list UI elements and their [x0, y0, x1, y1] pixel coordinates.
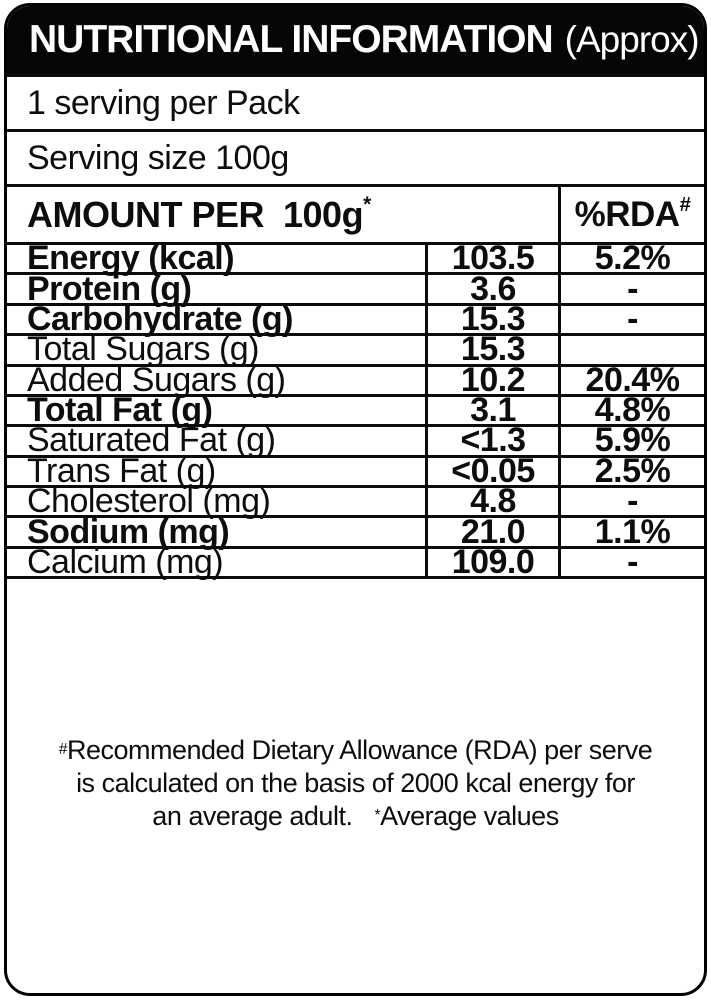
nutrient-label: Cholesterol (mg): [27, 482, 271, 521]
nutrient-value: 21.0: [425, 513, 558, 551]
serving-size-row: Serving size 100g: [7, 129, 704, 184]
nutrient-value: 4.8: [425, 482, 558, 520]
nutrient-label: Added Sugars (g): [27, 360, 286, 399]
nutrient-rda-value: -: [558, 300, 704, 338]
servings-per-pack-text: 1 serving per Pack: [27, 83, 300, 122]
label-title-approx: (Approx): [564, 19, 700, 60]
footnote-line-2: is calculated on the basis of 2000 kcal …: [76, 767, 635, 798]
table-row: Saturated Fat (g) <1.3 5.9%: [7, 421, 704, 460]
nutrient-label: Total Fat (g): [27, 391, 213, 430]
nutrient-value: <1.3: [425, 421, 558, 459]
hash-superscript: #: [58, 740, 68, 758]
table-row: Carbohydrate (g) 15.3 -: [7, 299, 704, 338]
nutrient-rda-value: [558, 336, 704, 364]
nutrient-value: 3.1: [425, 391, 558, 429]
rda-header-text: %RDA: [574, 194, 680, 234]
table-row: Energy (kcal) 103.5 5.2%: [7, 239, 704, 278]
table-row: Protein (g) 3.6 -: [7, 269, 704, 308]
nutrient-rda-value: 5.9%: [558, 421, 704, 459]
nutrient-label: Trans Fat (g): [27, 451, 216, 490]
nutrition-facts-label: NUTRITIONAL INFORMATION (Approx) 1 servi…: [4, 3, 707, 996]
nutrient-rda-value: -: [558, 543, 704, 581]
nutrient-value: 3.6: [425, 270, 558, 308]
nutrient-rda-value: 20.4%: [558, 361, 704, 399]
nutrient-label: Energy (kcal): [27, 239, 235, 278]
nutrient-label: Protein (g): [27, 269, 192, 308]
rda-header: %RDA #: [558, 187, 704, 242]
nutrient-rda-value: 1.1%: [558, 513, 704, 551]
footnote: #Recommended Dietary Allowance (RDA) per…: [7, 576, 704, 993]
table-row: Total Fat (g) 3.1 4.8%: [7, 391, 704, 430]
nutrient-rda-value: -: [558, 270, 704, 308]
asterisk-superscript: *: [374, 806, 381, 824]
label-title: NUTRITIONAL INFORMATION: [29, 18, 554, 61]
nutrient-value: 15.3: [425, 300, 558, 338]
nutrient-rda-value: 2.5%: [558, 452, 704, 490]
nutrient-value: <0.05: [425, 452, 558, 490]
nutrient-label: Carbohydrate (g): [27, 299, 293, 338]
table-row: Added Sugars (g) 10.2 20.4%: [7, 360, 704, 399]
amount-per-header-text: AMOUNT PER 100g: [27, 193, 364, 235]
title-bar: NUTRITIONAL INFORMATION (Approx): [7, 6, 704, 74]
serving-size-text: Serving size 100g: [27, 138, 289, 177]
nutrient-label: Sodium (mg): [27, 512, 230, 551]
table-row: Total Sugars (g) 15.3: [7, 330, 704, 369]
nutrient-value: 15.3: [425, 330, 558, 368]
amount-per-header: AMOUNT PER 100g *: [27, 193, 371, 235]
footnote-line-3: an average adult. *Average values: [152, 800, 559, 831]
table-body: Energy (kcal) 103.5 5.2% Protein (g) 3.6…: [7, 239, 704, 581]
servings-per-pack-row: 1 serving per Pack: [7, 74, 704, 129]
table-row: Sodium (mg) 21.0 1.1%: [7, 512, 704, 551]
nutrient-value: 103.5: [425, 239, 558, 277]
table-row: Calcium (mg) 109.0 -: [7, 542, 704, 581]
nutrient-value: 10.2: [425, 361, 558, 399]
footnote-line-1: #Recommended Dietary Allowance (RDA) per…: [58, 734, 653, 765]
table-header-row: AMOUNT PER 100g * %RDA #: [7, 184, 704, 242]
nutrient-rda-value: 5.2%: [558, 239, 704, 277]
nutrient-label: Total Sugars (g): [27, 330, 260, 369]
nutrient-rda-value: 4.8%: [558, 391, 704, 429]
nutrient-rda-value: -: [558, 482, 704, 520]
nutrient-label: Saturated Fat (g): [27, 421, 276, 460]
nutrient-label: Calcium (mg): [27, 542, 224, 581]
nutrient-value: 109.0: [425, 543, 558, 581]
table-row: Cholesterol (mg) 4.8 -: [7, 482, 704, 521]
table-row: Trans Fat (g) <0.05 2.5%: [7, 451, 704, 490]
